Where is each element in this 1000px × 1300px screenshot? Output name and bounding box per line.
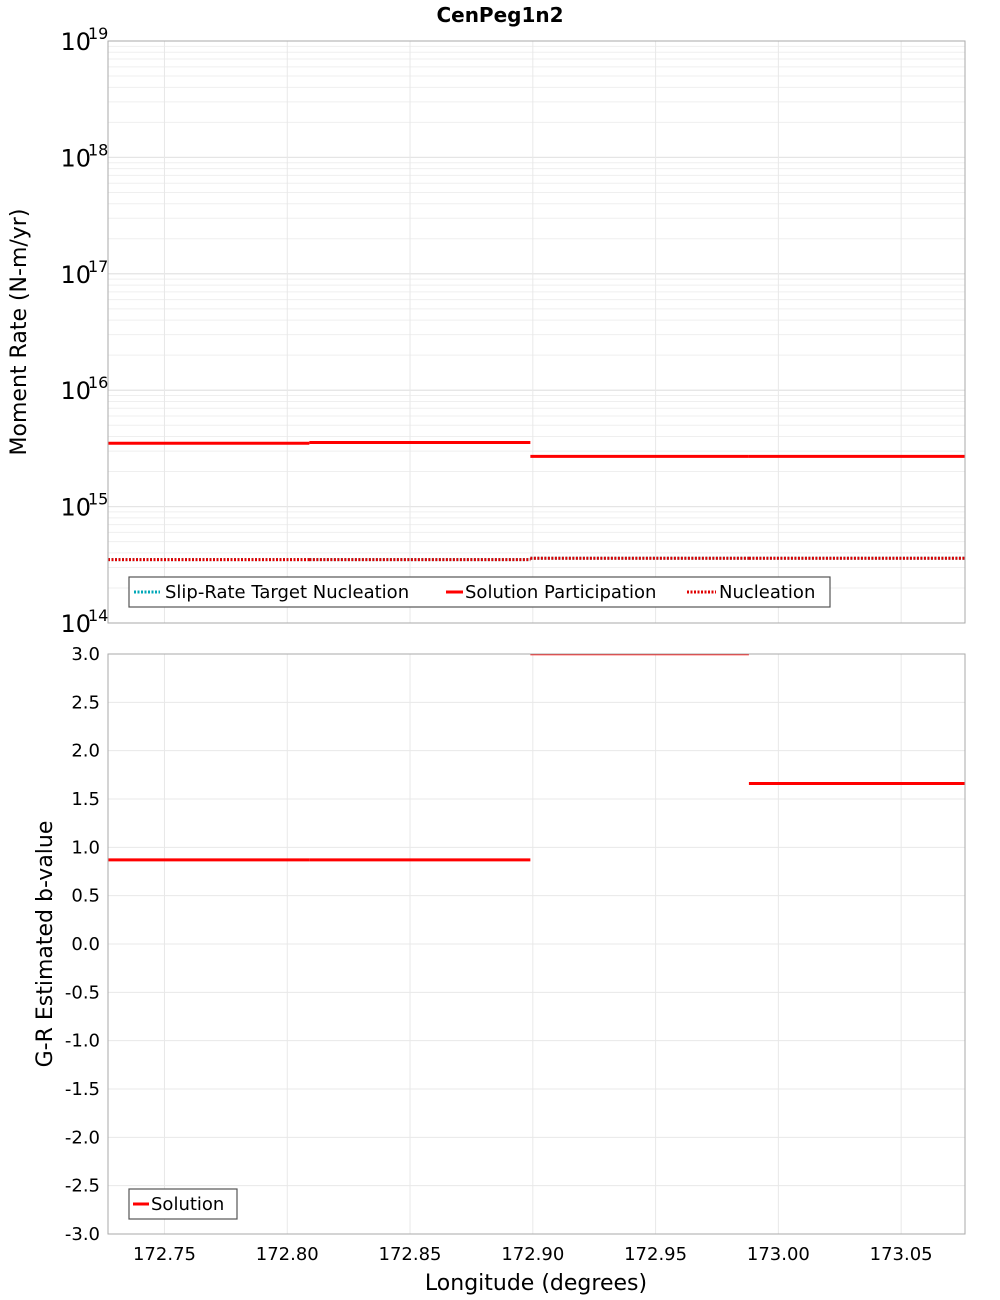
bottom-legend: Solution bbox=[128, 1188, 238, 1220]
b-value-panel: 3.0 2.5 2.0 1.5 1.0 0.5 0.0 -0.5 -1.0 -1.5 -2.0 -2.… bbox=[33, 644, 966, 1296]
top-y-tick-label: 10 bbox=[60, 28, 91, 56]
top-y-tick-label: 10 bbox=[60, 261, 91, 289]
bottom-legend-box bbox=[128, 1188, 238, 1220]
bottom-y-tick-label: 1.0 bbox=[71, 837, 100, 858]
bottom-y-tick-label: 2.0 bbox=[71, 741, 100, 762]
top-y-axis-label: Moment Rate (N-m/yr) bbox=[7, 209, 32, 456]
top-plot-border bbox=[107, 40, 966, 624]
bottom-y-axis-label: G-R Estimated b-value bbox=[33, 821, 58, 1068]
bottom-y-tick-label: -1.5 bbox=[65, 1079, 100, 1100]
legend-label-slip-rate-target: Slip-Rate Target Nucleation bbox=[165, 582, 409, 603]
x-tick-label: 173.05 bbox=[870, 1244, 933, 1265]
chart-title: CenPeg1n2 bbox=[436, 3, 563, 27]
top-y-tick-exponent: 18 bbox=[88, 140, 108, 159]
x-tick-label: 172.75 bbox=[133, 1244, 196, 1265]
top-y-tick-exponent: 15 bbox=[88, 490, 108, 509]
top-y-tick-exponent: 14 bbox=[88, 606, 108, 625]
top-y-tick-label: 10 bbox=[60, 610, 91, 638]
x-tick-label: 172.90 bbox=[501, 1244, 564, 1265]
x-axis-ticks: 172.75 172.80 172.85 172.90 172.95 173.00 173.… bbox=[133, 1244, 933, 1265]
bottom-y-tick-label: 0.0 bbox=[71, 934, 100, 955]
top-y-tick-exponent: 17 bbox=[88, 257, 108, 276]
top-grid bbox=[108, 40, 965, 624]
bottom-y-tick-label: -2.5 bbox=[65, 1176, 100, 1197]
legend-label-solution-participation: Solution Participation bbox=[465, 582, 656, 603]
bottom-y-tick-label: -3.0 bbox=[65, 1224, 100, 1245]
bottom-y-tick-label: 1.5 bbox=[71, 789, 100, 810]
top-y-tick-label: 10 bbox=[60, 494, 91, 522]
x-tick-label: 173.00 bbox=[747, 1244, 810, 1265]
x-tick-label: 172.85 bbox=[379, 1244, 442, 1265]
bottom-y-tick-label: -1.0 bbox=[65, 1031, 100, 1052]
legend-label-solution: Solution bbox=[151, 1194, 224, 1215]
top-y-tick-exponent: 16 bbox=[88, 373, 108, 392]
top-legend: Slip-Rate Target Nucleation Solution Par… bbox=[128, 576, 831, 608]
legend-label-nucleation: Nucleation bbox=[719, 582, 815, 603]
x-tick-label: 172.80 bbox=[256, 1244, 319, 1265]
bottom-y-tick-label: 3.0 bbox=[71, 644, 100, 665]
bottom-y-tick-label: 2.5 bbox=[71, 692, 100, 713]
top-y-tick-exponent: 19 bbox=[88, 24, 108, 43]
bottom-y-tick-label: 0.5 bbox=[71, 886, 100, 907]
bottom-y-tick-label: -0.5 bbox=[65, 982, 100, 1003]
bottom-y-axis-ticks: 3.0 2.5 2.0 1.5 1.0 0.5 0.0 -0.5 -1.0 -1.5 -2.0 -2.… bbox=[65, 644, 100, 1245]
top-plot-area bbox=[108, 41, 965, 623]
x-axis-label: Longitude (degrees) bbox=[425, 1271, 647, 1296]
x-tick-label: 172.95 bbox=[624, 1244, 687, 1265]
top-y-tick-label: 10 bbox=[60, 377, 91, 405]
bottom-plot-border bbox=[107, 653, 966, 1235]
top-series bbox=[108, 441, 965, 562]
bottom-y-tick-label: -2.0 bbox=[65, 1127, 100, 1148]
top-y-tick-label: 10 bbox=[60, 144, 91, 172]
